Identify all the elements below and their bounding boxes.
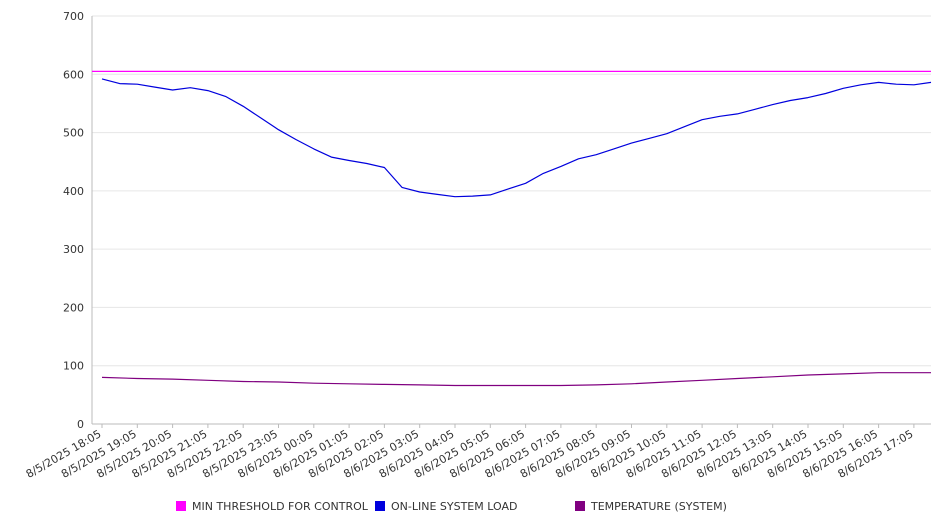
legend-item-min-threshold[interactable]: MIN THRESHOLD FOR CONTROL <box>176 499 368 513</box>
y-tick-label: 600 <box>63 68 84 81</box>
legend-item-system-load[interactable]: ON-LINE SYSTEM LOAD <box>375 499 517 513</box>
legend-swatch <box>375 501 385 511</box>
x-axis-ticks: 8/5/2025 18:058/5/2025 19:058/5/2025 20:… <box>24 424 915 481</box>
series-lines <box>92 70 932 387</box>
y-tick-label: 200 <box>63 301 84 314</box>
axes <box>91 16 931 425</box>
y-tick-label: 700 <box>63 10 84 23</box>
y-tick-label: 300 <box>63 243 84 256</box>
series-line-1 <box>101 78 932 198</box>
y-tick-label: 0 <box>77 418 84 431</box>
series-line-2 <box>101 372 931 387</box>
y-tick-label: 400 <box>63 185 84 198</box>
y-axis-ticks: 0 100 200 300 400 500 600 700 <box>63 10 84 431</box>
y-tick-label: 100 <box>63 360 84 373</box>
grid-lines <box>92 15 931 425</box>
legend-label: ON-LINE SYSTEM LOAD <box>391 499 518 513</box>
legend-label: MIN THRESHOLD FOR CONTROL <box>192 499 368 513</box>
y-tick-label: 500 <box>63 127 84 140</box>
legend-swatch <box>176 501 186 511</box>
legend-label: TEMPERATURE (SYSTEM) <box>591 499 727 513</box>
legend-swatch <box>575 501 585 511</box>
legend: MIN THRESHOLD FOR CONTROL ON-LINE SYSTEM… <box>0 496 946 516</box>
legend-item-temperature[interactable]: TEMPERATURE (SYSTEM) <box>575 499 727 513</box>
